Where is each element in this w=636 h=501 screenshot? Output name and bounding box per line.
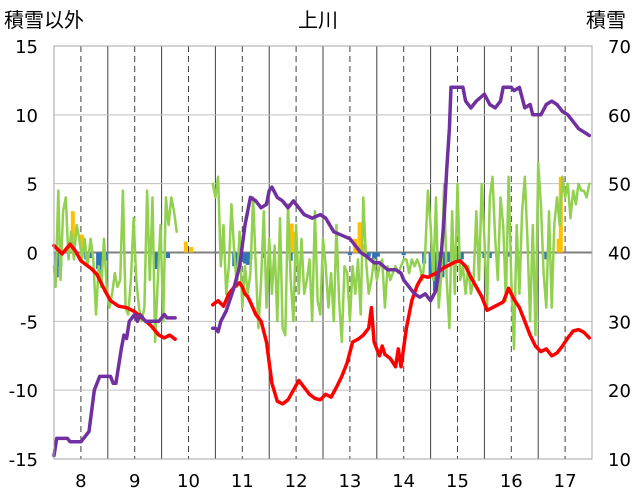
blue-bar [242, 252, 247, 264]
left-tick-label: 5 [27, 175, 38, 196]
green-series-line [211, 161, 591, 351]
blue-bar [455, 252, 460, 261]
orange-bar [357, 222, 362, 253]
blue-bar [487, 252, 492, 259]
series-lines [52, 85, 592, 458]
x-tick-label: 16 [500, 471, 523, 492]
left-tick-label: -10 [9, 381, 38, 402]
purple-series-line [52, 312, 177, 458]
blue-bar [166, 252, 171, 259]
blue-bar [245, 252, 250, 265]
x-tick-label: 9 [129, 471, 140, 492]
orange-bar [189, 246, 194, 253]
red-series-line [210, 259, 592, 406]
blue-bar [459, 252, 464, 260]
x-tick-label: 8 [75, 471, 86, 492]
left-tick-label: 15 [15, 37, 38, 58]
purple-series-line [210, 85, 592, 334]
left-tick-label: -15 [9, 450, 38, 471]
blue-bar [96, 252, 101, 270]
red-series-line [52, 242, 177, 341]
left-tick-label: 0 [27, 244, 38, 265]
right-tick-label: 10 [608, 450, 631, 471]
x-tick-label: 13 [338, 471, 361, 492]
x-tick-label: 12 [285, 471, 308, 492]
blue-bar [347, 252, 352, 256]
orange-bar [556, 238, 561, 253]
left-tick-label: 10 [15, 106, 38, 127]
blue-bar [428, 252, 433, 275]
orange-bar [70, 211, 75, 253]
blue-bar [447, 252, 452, 263]
blue-bar [544, 252, 549, 260]
x-tick-label: 15 [446, 471, 469, 492]
x-tick-label: 14 [392, 471, 415, 492]
blue-bar [99, 252, 104, 274]
right-axis-label: 積雪 [586, 8, 626, 32]
right-tick-label: 30 [608, 312, 631, 333]
x-tick-label: 17 [554, 471, 577, 492]
left-axis-label: 積雪以外 [4, 8, 84, 32]
right-tick-label: 70 [608, 37, 631, 58]
right-tick-label: 50 [608, 175, 631, 196]
blue-bar [154, 252, 159, 270]
blue-bar [401, 252, 406, 256]
plot-frame [53, 45, 593, 460]
blue-bar [88, 252, 93, 259]
right-tick-label: 60 [608, 106, 631, 127]
blue-bar [506, 252, 511, 257]
orange-bar [289, 223, 294, 253]
blue-bar [372, 252, 377, 260]
x-tick-label: 10 [177, 471, 200, 492]
orange-bar [183, 241, 188, 253]
blue-bar [234, 252, 239, 270]
blue-bar [375, 252, 380, 257]
left-tick-label: -5 [20, 312, 38, 333]
x-tick-label: 11 [231, 471, 254, 492]
blue-bar [366, 252, 371, 257]
right-tick-label: 40 [608, 244, 631, 265]
right-tick-label: 20 [608, 381, 631, 402]
chart-title: 上川 [298, 8, 338, 32]
orange-bar [79, 234, 84, 253]
